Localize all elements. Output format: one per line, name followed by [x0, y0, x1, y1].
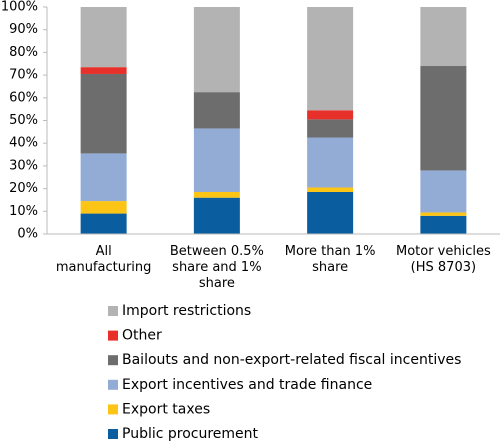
bar-segment [193, 192, 240, 198]
legend-label: Import restrictions [122, 303, 251, 319]
bar-segment [420, 7, 467, 67]
bar-segment [420, 66, 467, 171]
bar-segment [80, 73, 127, 154]
legend-swatch [108, 379, 118, 390]
bar-segment [193, 7, 240, 93]
y-tick-label: 100% [1, 0, 38, 15]
y-tick-label: 0% [17, 227, 38, 242]
bar-segment [307, 187, 354, 193]
legend-label: Other [122, 328, 162, 344]
bar-segment [80, 213, 127, 234]
bar-segment [307, 119, 354, 138]
legend-label: Export taxes [122, 401, 210, 417]
y-tick-label: 10% [9, 204, 38, 219]
legend-swatch [108, 429, 118, 439]
bar-segment [307, 7, 354, 111]
bar-segment [193, 128, 240, 193]
y-tick-label: 90% [9, 22, 38, 37]
legend-swatch [108, 404, 118, 415]
bar-segment [80, 153, 127, 202]
y-tick-label: 20% [9, 181, 38, 196]
legend-swatch [108, 306, 118, 316]
bar-segment [80, 7, 127, 68]
bar-segment [307, 192, 354, 234]
bar-segment [193, 92, 240, 129]
y-tick-label: 30% [9, 158, 38, 173]
bar-segment [193, 197, 240, 234]
x-tick-label: Between 0.5% share and 1% share [169, 244, 264, 291]
legend-label: Export incentives and trade finance [122, 377, 372, 393]
bar-segment [420, 212, 467, 216]
x-tick-label: All manufacturing [55, 244, 152, 275]
x-tick-label: Motor vehicles (HS 8703) [395, 244, 491, 275]
y-tick-label: 50% [9, 113, 38, 128]
y-tick-label: 40% [9, 136, 38, 151]
bar-segment [307, 137, 354, 188]
x-tick-label: More than 1% share [284, 244, 376, 275]
legend-label: Bailouts and non-export-related fiscal i… [122, 352, 461, 368]
bar-segment [80, 201, 127, 214]
legend-swatch [108, 355, 118, 366]
bar-segment [420, 215, 467, 234]
bar-segment [80, 67, 127, 74]
bar-segment [307, 110, 354, 120]
y-tick-label: 80% [9, 45, 38, 60]
y-tick-label: 60% [9, 90, 38, 105]
legend-swatch [108, 330, 118, 341]
y-tick-label: 70% [9, 68, 38, 83]
legend-label: Public procurement [122, 426, 259, 442]
bar-segment [420, 170, 467, 213]
